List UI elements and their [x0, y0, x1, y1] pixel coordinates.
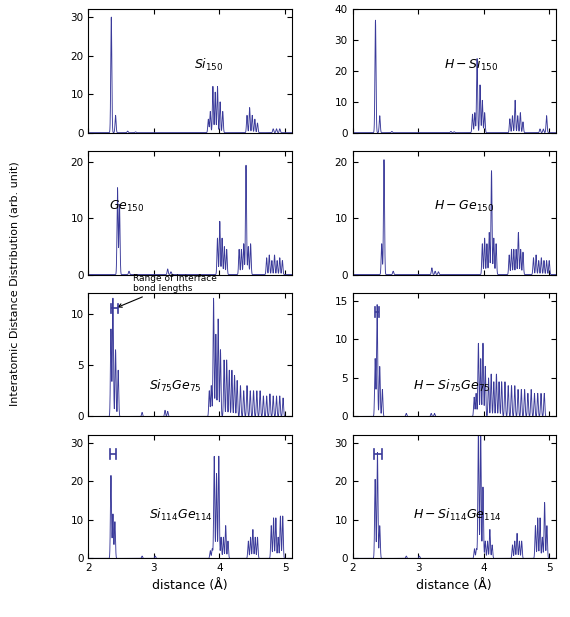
Text: $H-Ge_{150}$: $H-Ge_{150}$	[434, 199, 494, 214]
Text: $Si_{75}Ge_{75}$: $Si_{75}Ge_{75}$	[149, 378, 202, 394]
Text: Interatomic Distance Distribution (arb. unit): Interatomic Distance Distribution (arb. …	[9, 162, 19, 406]
Text: $H-Si_{75}Ge_{75}$: $H-Si_{75}Ge_{75}$	[413, 378, 491, 394]
Text: Range of interface
bond lengths: Range of interface bond lengths	[119, 274, 217, 307]
X-axis label: distance (Å): distance (Å)	[152, 579, 228, 592]
X-axis label: distance (Å): distance (Å)	[416, 579, 492, 592]
Text: $H-Si_{114}Ge_{114}$: $H-Si_{114}Ge_{114}$	[413, 507, 502, 523]
Text: $Si_{150}$: $Si_{150}$	[194, 57, 223, 73]
Text: $Ge_{150}$: $Ge_{150}$	[109, 199, 144, 214]
Text: $Si_{114}Ge_{114}$: $Si_{114}Ge_{114}$	[149, 507, 213, 523]
Text: $H-Si_{150}$: $H-Si_{150}$	[444, 57, 498, 73]
